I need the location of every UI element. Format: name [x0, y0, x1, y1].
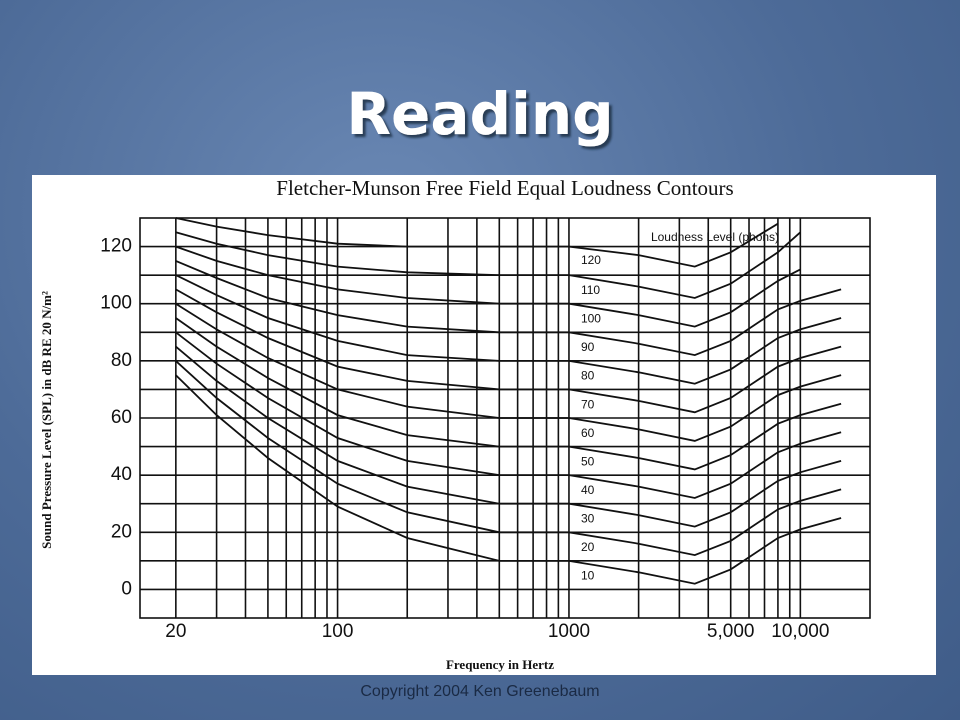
curve-label: 60 — [581, 426, 595, 440]
curve-label-bg — [576, 541, 613, 555]
loudness-curve — [175, 317, 842, 471]
loudness-curve — [175, 217, 779, 268]
loudness-curve — [175, 260, 842, 357]
y-tick-label: 100 — [100, 293, 132, 314]
curve-label: 100 — [581, 312, 601, 326]
curve-label-bg — [576, 341, 613, 355]
curve-label: 50 — [581, 454, 595, 468]
loudness-curve — [175, 231, 801, 299]
curve-label-bg — [576, 455, 613, 470]
curve-label-bg — [576, 512, 613, 527]
y-tick-label: 60 — [111, 407, 132, 428]
curve-label: 20 — [581, 540, 595, 554]
y-tick-label: 120 — [100, 236, 132, 257]
x-tick-label: 10,000 — [771, 621, 829, 642]
curve-label: 10 — [581, 569, 595, 583]
chart-title: Fletcher-Munson Free Field Equal Loudnes… — [276, 176, 733, 200]
loudness-curve — [175, 302, 842, 442]
curve-label: 30 — [581, 512, 595, 526]
x-tick-label: 20 — [165, 621, 186, 642]
loudness-curve — [175, 345, 842, 528]
footer: Copyright 2004 Ken Greenebaum — [360, 683, 599, 700]
loudness-curve — [175, 360, 842, 557]
curve-label-bg — [576, 398, 613, 413]
x-axis-label: Frequency in Hertz — [446, 657, 554, 672]
plot-frame — [139, 217, 871, 619]
loudness-curve — [175, 331, 842, 499]
loudness-curve — [175, 288, 842, 414]
loudness-curve — [175, 245, 801, 328]
slide-title: Reading — [346, 80, 613, 148]
legend-title: Loudness Level (phons) — [651, 230, 779, 244]
curve-label: 120 — [581, 253, 601, 267]
curve-label-bg — [576, 426, 613, 441]
curve-label-bg — [576, 283, 613, 298]
curve-label-bg — [576, 569, 613, 584]
chart-panel — [32, 175, 936, 675]
y-axis-label: Sound Pressure Level (SPL) in dB RE 20 N… — [39, 291, 54, 549]
x-tick-label: 100 — [322, 621, 354, 642]
curve-label: 80 — [581, 369, 595, 383]
x-tick-label: 1000 — [548, 621, 590, 642]
curve-label: 90 — [581, 340, 595, 354]
y-tick-label: 80 — [111, 350, 132, 371]
curve-label-bg — [576, 483, 613, 498]
loudness-curve — [175, 274, 842, 385]
curve-label-bg — [576, 253, 613, 268]
curve-label: 110 — [581, 283, 600, 297]
y-tick-label: 20 — [111, 521, 132, 542]
curve-label: 40 — [581, 483, 595, 497]
curve-label: 70 — [581, 397, 595, 411]
x-tick-label: 5,000 — [707, 621, 755, 642]
loudness-curve — [175, 374, 842, 585]
curve-label-bg — [576, 312, 613, 327]
y-tick-label: 40 — [111, 464, 132, 485]
y-tick-label: 0 — [121, 578, 132, 599]
curve-label-bg — [576, 369, 613, 384]
